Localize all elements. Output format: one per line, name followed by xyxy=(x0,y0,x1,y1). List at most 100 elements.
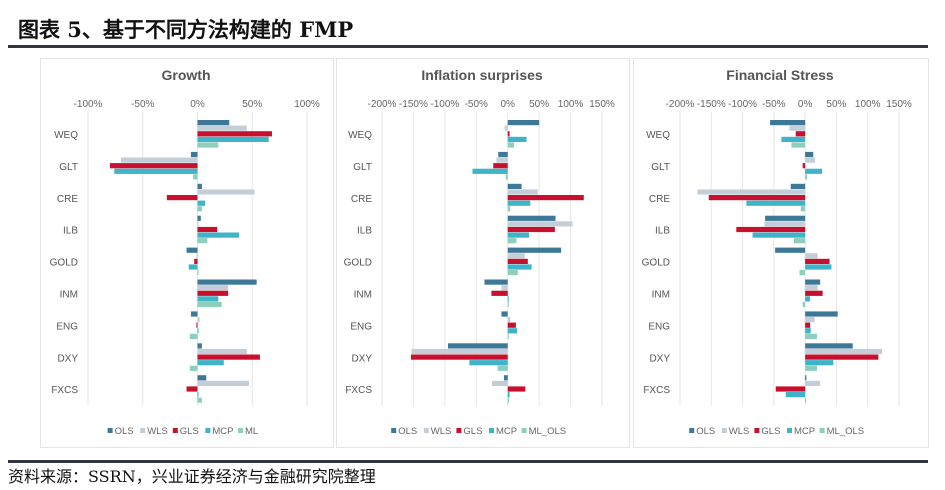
bar-ml_ols-dxy xyxy=(805,365,818,371)
bar-gls-gold xyxy=(507,258,528,264)
legend-swatch-mcp xyxy=(205,428,211,433)
bar-ml_ols-ilb xyxy=(793,238,806,244)
bar-ols-eng xyxy=(805,311,838,317)
x-tick-label: -200% xyxy=(368,99,397,110)
bar-ols-eng xyxy=(501,311,508,317)
bar-ols-inm xyxy=(805,279,821,285)
bar-ols-dxy xyxy=(805,343,853,349)
bar-ols-weq xyxy=(197,120,230,126)
bar-gls-dxy xyxy=(805,354,879,360)
bar-ols-weq xyxy=(507,120,540,126)
x-tick-label: -50% xyxy=(762,99,785,110)
category-label: WEQ xyxy=(54,130,78,141)
bar-wls-gold xyxy=(805,253,818,259)
bar-ml_ols-weq xyxy=(507,142,514,148)
bar-gls-weq xyxy=(795,131,806,137)
legend-swatch-ols xyxy=(689,428,695,433)
legend-label-mcp: MCP xyxy=(212,426,233,437)
bar-mcp-dxy xyxy=(197,360,224,366)
panel-growth xyxy=(40,58,334,448)
legend-swatch-ml_ols xyxy=(819,428,825,433)
bar-ols-weq xyxy=(770,120,806,126)
x-tick-label: 150% xyxy=(886,99,912,110)
bar-wls-inm xyxy=(197,285,229,291)
bar-ols-fxcs xyxy=(805,375,807,381)
bar-ml-dxy xyxy=(189,365,198,371)
top-rule xyxy=(8,45,928,48)
bar-gls-inm xyxy=(197,290,229,296)
bar-ml_ols-inm xyxy=(802,301,806,308)
bar-wls-eng xyxy=(805,317,815,323)
bar-mcp-ilb xyxy=(752,232,806,238)
legend-label-wls: WLS xyxy=(147,426,168,437)
bar-gls-weq xyxy=(197,131,272,137)
bar-ols-fxcs xyxy=(197,375,207,381)
bar-mcp-glt xyxy=(114,168,198,174)
bar-gls-weq xyxy=(507,131,510,137)
category-label: ILB xyxy=(655,226,670,237)
bar-gls-fxcs xyxy=(186,386,198,392)
figure-title: 图表 5、基于不同方法构建的 FMP xyxy=(18,17,354,42)
legend-swatch-mcp xyxy=(489,428,494,433)
bar-mcp-cre xyxy=(197,200,206,206)
bar-wls-eng xyxy=(507,317,511,323)
bar-gls-inm xyxy=(491,290,508,296)
bar-gls-glt xyxy=(802,163,806,169)
bar-ml_ols-ilb xyxy=(507,238,517,244)
bar-wls-glt xyxy=(496,157,508,163)
legend-label-gls: GLS xyxy=(180,426,199,437)
bar-mcp-weq xyxy=(507,136,527,142)
bar-ols-ilb xyxy=(507,215,556,221)
bar-wls-gold xyxy=(196,253,198,259)
bar-wls-fxcs xyxy=(492,380,508,386)
x-tick-label: 100% xyxy=(558,99,584,110)
x-tick-label: -100% xyxy=(728,99,757,110)
bar-gls-cre xyxy=(166,195,198,201)
bar-wls-cre xyxy=(507,189,538,195)
category-label: INM xyxy=(652,290,670,301)
x-tick-label: 50% xyxy=(242,99,262,110)
x-tick-label: 50% xyxy=(826,99,846,110)
bar-mcp-eng xyxy=(805,328,811,334)
bar-mcp-gold xyxy=(188,264,198,270)
bar-ml_ols-eng xyxy=(507,333,509,339)
legend-label-mcp: MCP xyxy=(794,426,815,437)
category-label: ENG xyxy=(350,321,372,332)
bar-mcp-fxcs xyxy=(507,392,510,398)
x-tick-label: 0% xyxy=(500,99,515,110)
legend-label-ols: OLS xyxy=(696,426,715,437)
category-label: GOLD xyxy=(50,258,78,269)
bar-ols-ilb xyxy=(197,215,201,221)
bar-ml_ols-dxy xyxy=(497,365,508,371)
bar-ols-cre xyxy=(197,183,202,189)
legend-swatch-ols xyxy=(391,428,397,433)
category-label: ENG xyxy=(56,321,78,332)
category-label: DXY xyxy=(351,353,372,364)
category-label: WEQ xyxy=(646,130,670,141)
bar-wls-ilb xyxy=(764,221,806,227)
bar-ml-cre xyxy=(197,206,202,212)
bar-ols-gold xyxy=(507,247,562,253)
x-tick-label: -150% xyxy=(697,99,726,110)
legend-swatch-gls xyxy=(172,428,178,433)
bar-gls-cre xyxy=(507,195,584,201)
bar-gls-eng xyxy=(196,322,198,328)
bar-ols-cre xyxy=(790,183,806,189)
x-tick-label: 100% xyxy=(294,99,320,110)
category-label: DXY xyxy=(57,353,78,364)
bar-ml-weq xyxy=(197,142,219,148)
bar-mcp-dxy xyxy=(805,360,834,366)
bar-wls-weq xyxy=(504,125,508,131)
x-tick-label: -50% xyxy=(131,99,154,110)
bar-mcp-eng xyxy=(197,328,199,334)
category-label: WEQ xyxy=(348,130,372,141)
category-label: CRE xyxy=(57,194,78,205)
legend-label-ml_ols: ML_OLS xyxy=(529,426,567,437)
bar-gls-ilb xyxy=(197,226,218,233)
x-tick-label: 100% xyxy=(855,99,881,110)
x-tick-label: -150% xyxy=(399,99,428,110)
panel-inflation xyxy=(336,58,630,448)
category-label: GLT xyxy=(59,162,78,173)
x-tick-label: 0% xyxy=(798,99,813,110)
bar-ols-glt xyxy=(498,151,508,158)
